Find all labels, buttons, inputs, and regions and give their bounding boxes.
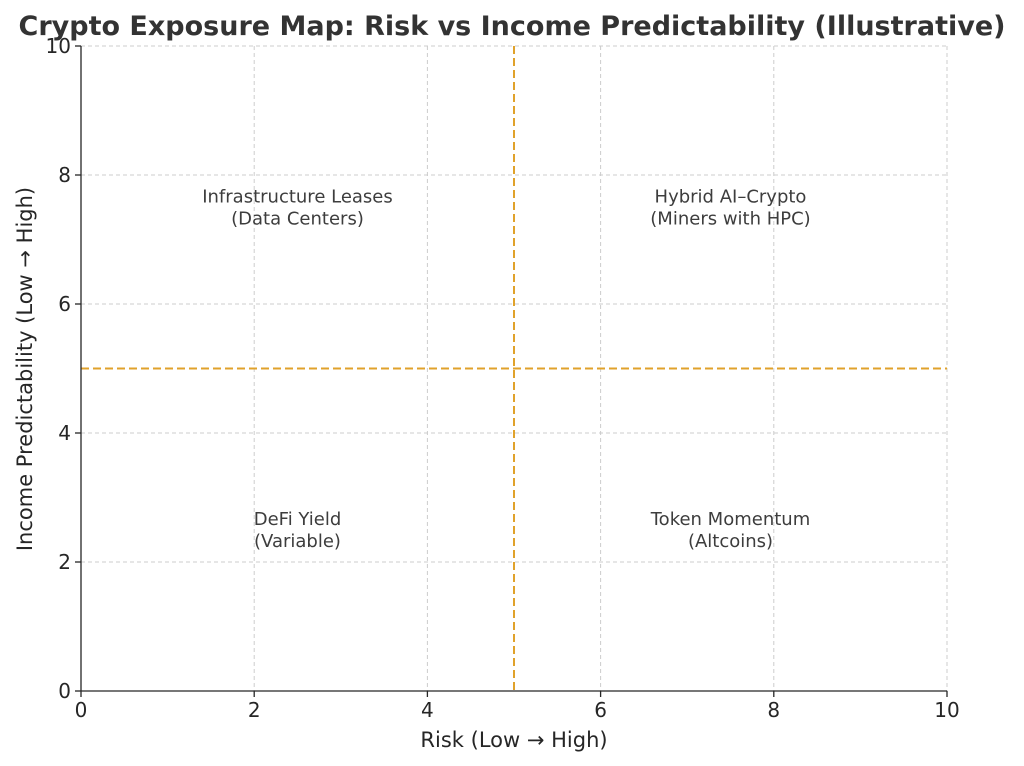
x-tick-label: 0 <box>75 698 88 722</box>
chart-title: Crypto Exposure Map: Risk vs Income Pred… <box>19 11 1006 42</box>
quadrant-label: Token Momentum (Altcoins) <box>650 509 811 552</box>
quadrant-label-line: (Variable) <box>254 531 341 552</box>
x-axis-label: Risk (Low → High) <box>420 728 607 752</box>
x-tick-label: 10 <box>934 698 959 722</box>
y-tick-label: 6 <box>58 292 71 316</box>
x-tick-label: 4 <box>421 698 434 722</box>
quadrant-label-line: (Miners with HPC) <box>650 208 810 229</box>
quadrant-label-line: Infrastructure Leases <box>202 186 393 207</box>
quadrant-label-line: DeFi Yield <box>254 509 342 530</box>
y-tick-label: 2 <box>58 550 71 574</box>
x-tick-label: 2 <box>248 698 261 722</box>
quadrant-label: Hybrid AI–Crypto (Miners with HPC) <box>650 186 810 229</box>
axes: 0 2 4 6 8 10 0 2 4 6 8 10 <box>46 34 960 722</box>
y-axis-label: Income Predictability (Low → High) <box>13 187 37 551</box>
y-tick-label: 10 <box>46 34 71 58</box>
y-tick-label: 4 <box>58 421 71 445</box>
quadrant-label-line: (Altcoins) <box>688 531 773 552</box>
quadrant-label: Infrastructure Leases (Data Centers) <box>202 186 393 229</box>
threshold-lines <box>81 46 947 691</box>
x-tick-label: 6 <box>594 698 607 722</box>
x-tick-label: 8 <box>767 698 780 722</box>
quadrant-label-line: (Data Centers) <box>231 208 364 229</box>
quadrant-label-line: Hybrid AI–Crypto <box>655 186 807 207</box>
y-tick-label: 0 <box>58 679 71 703</box>
quadrant-label: DeFi Yield (Variable) <box>254 509 342 552</box>
quadrant-label-line: Token Momentum <box>650 509 811 530</box>
y-tick-label: 8 <box>58 163 71 187</box>
quadrant-annotations: Infrastructure Leases (Data Centers) Hybri… <box>202 186 810 552</box>
